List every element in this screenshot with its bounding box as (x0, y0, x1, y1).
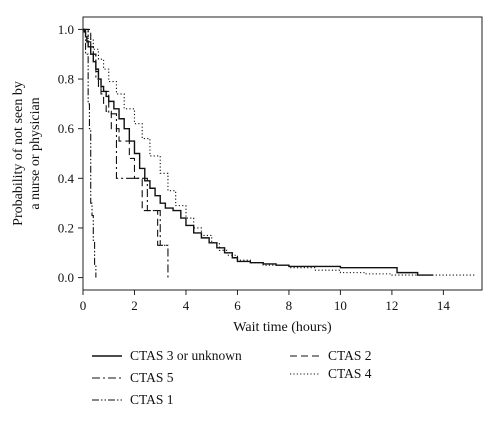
y-tick-label: 0.6 (58, 121, 75, 136)
series-line-ctas-3-or-unknown (83, 28, 434, 276)
legend-label: CTAS 4 (328, 366, 372, 381)
y-tick-label: 0.0 (58, 270, 74, 285)
x-tick-label: 4 (183, 298, 190, 313)
x-tick-label: 2 (131, 298, 138, 313)
x-tick-label: 10 (334, 298, 347, 313)
plot-area (82, 16, 483, 291)
y-axis-label-line: a nurse or physician (28, 97, 43, 209)
y-axis-label-line: Probability of not seen by (11, 81, 26, 226)
y-axis-ticks: 0.0 0.2 0.4 0.6 0.8 1.0 (58, 22, 83, 285)
legend-label: CTAS 3 or unknown (130, 348, 242, 363)
x-tick-label: 12 (385, 298, 398, 313)
x-tick-label: 8 (286, 298, 293, 313)
series-line-ctas-5 (83, 28, 169, 278)
x-tick-label: 14 (437, 298, 451, 313)
legend-label: CTAS 2 (328, 348, 372, 363)
legend-label: CTAS 5 (130, 370, 174, 385)
series-line-ctas-4 (83, 28, 475, 276)
legend: CTAS 3 or unknown CTAS 2 CTAS 5 CTAS 4 CTAS … (92, 348, 372, 407)
y-tick-label: 0.4 (58, 171, 75, 186)
series-line-ctas-2 (83, 28, 166, 246)
x-axis-label: Wait time (hours) (233, 320, 332, 335)
series-layer (83, 28, 475, 278)
plot-frame (82, 16, 483, 291)
y-axis-label: Probability of not seen by a nurse or phy… (11, 81, 43, 226)
legend-label: CTAS 1 (130, 392, 174, 407)
y-tick-label: 0.8 (58, 72, 74, 87)
y-tick-label: 1.0 (58, 22, 74, 37)
x-tick-label: 6 (234, 298, 241, 313)
x-tick-label: 0 (80, 298, 87, 313)
x-axis-ticks: 0 2 4 6 8 10 12 14 (80, 290, 451, 313)
y-tick-label: 0.2 (58, 220, 74, 235)
series-line-ctas-1 (83, 28, 97, 278)
